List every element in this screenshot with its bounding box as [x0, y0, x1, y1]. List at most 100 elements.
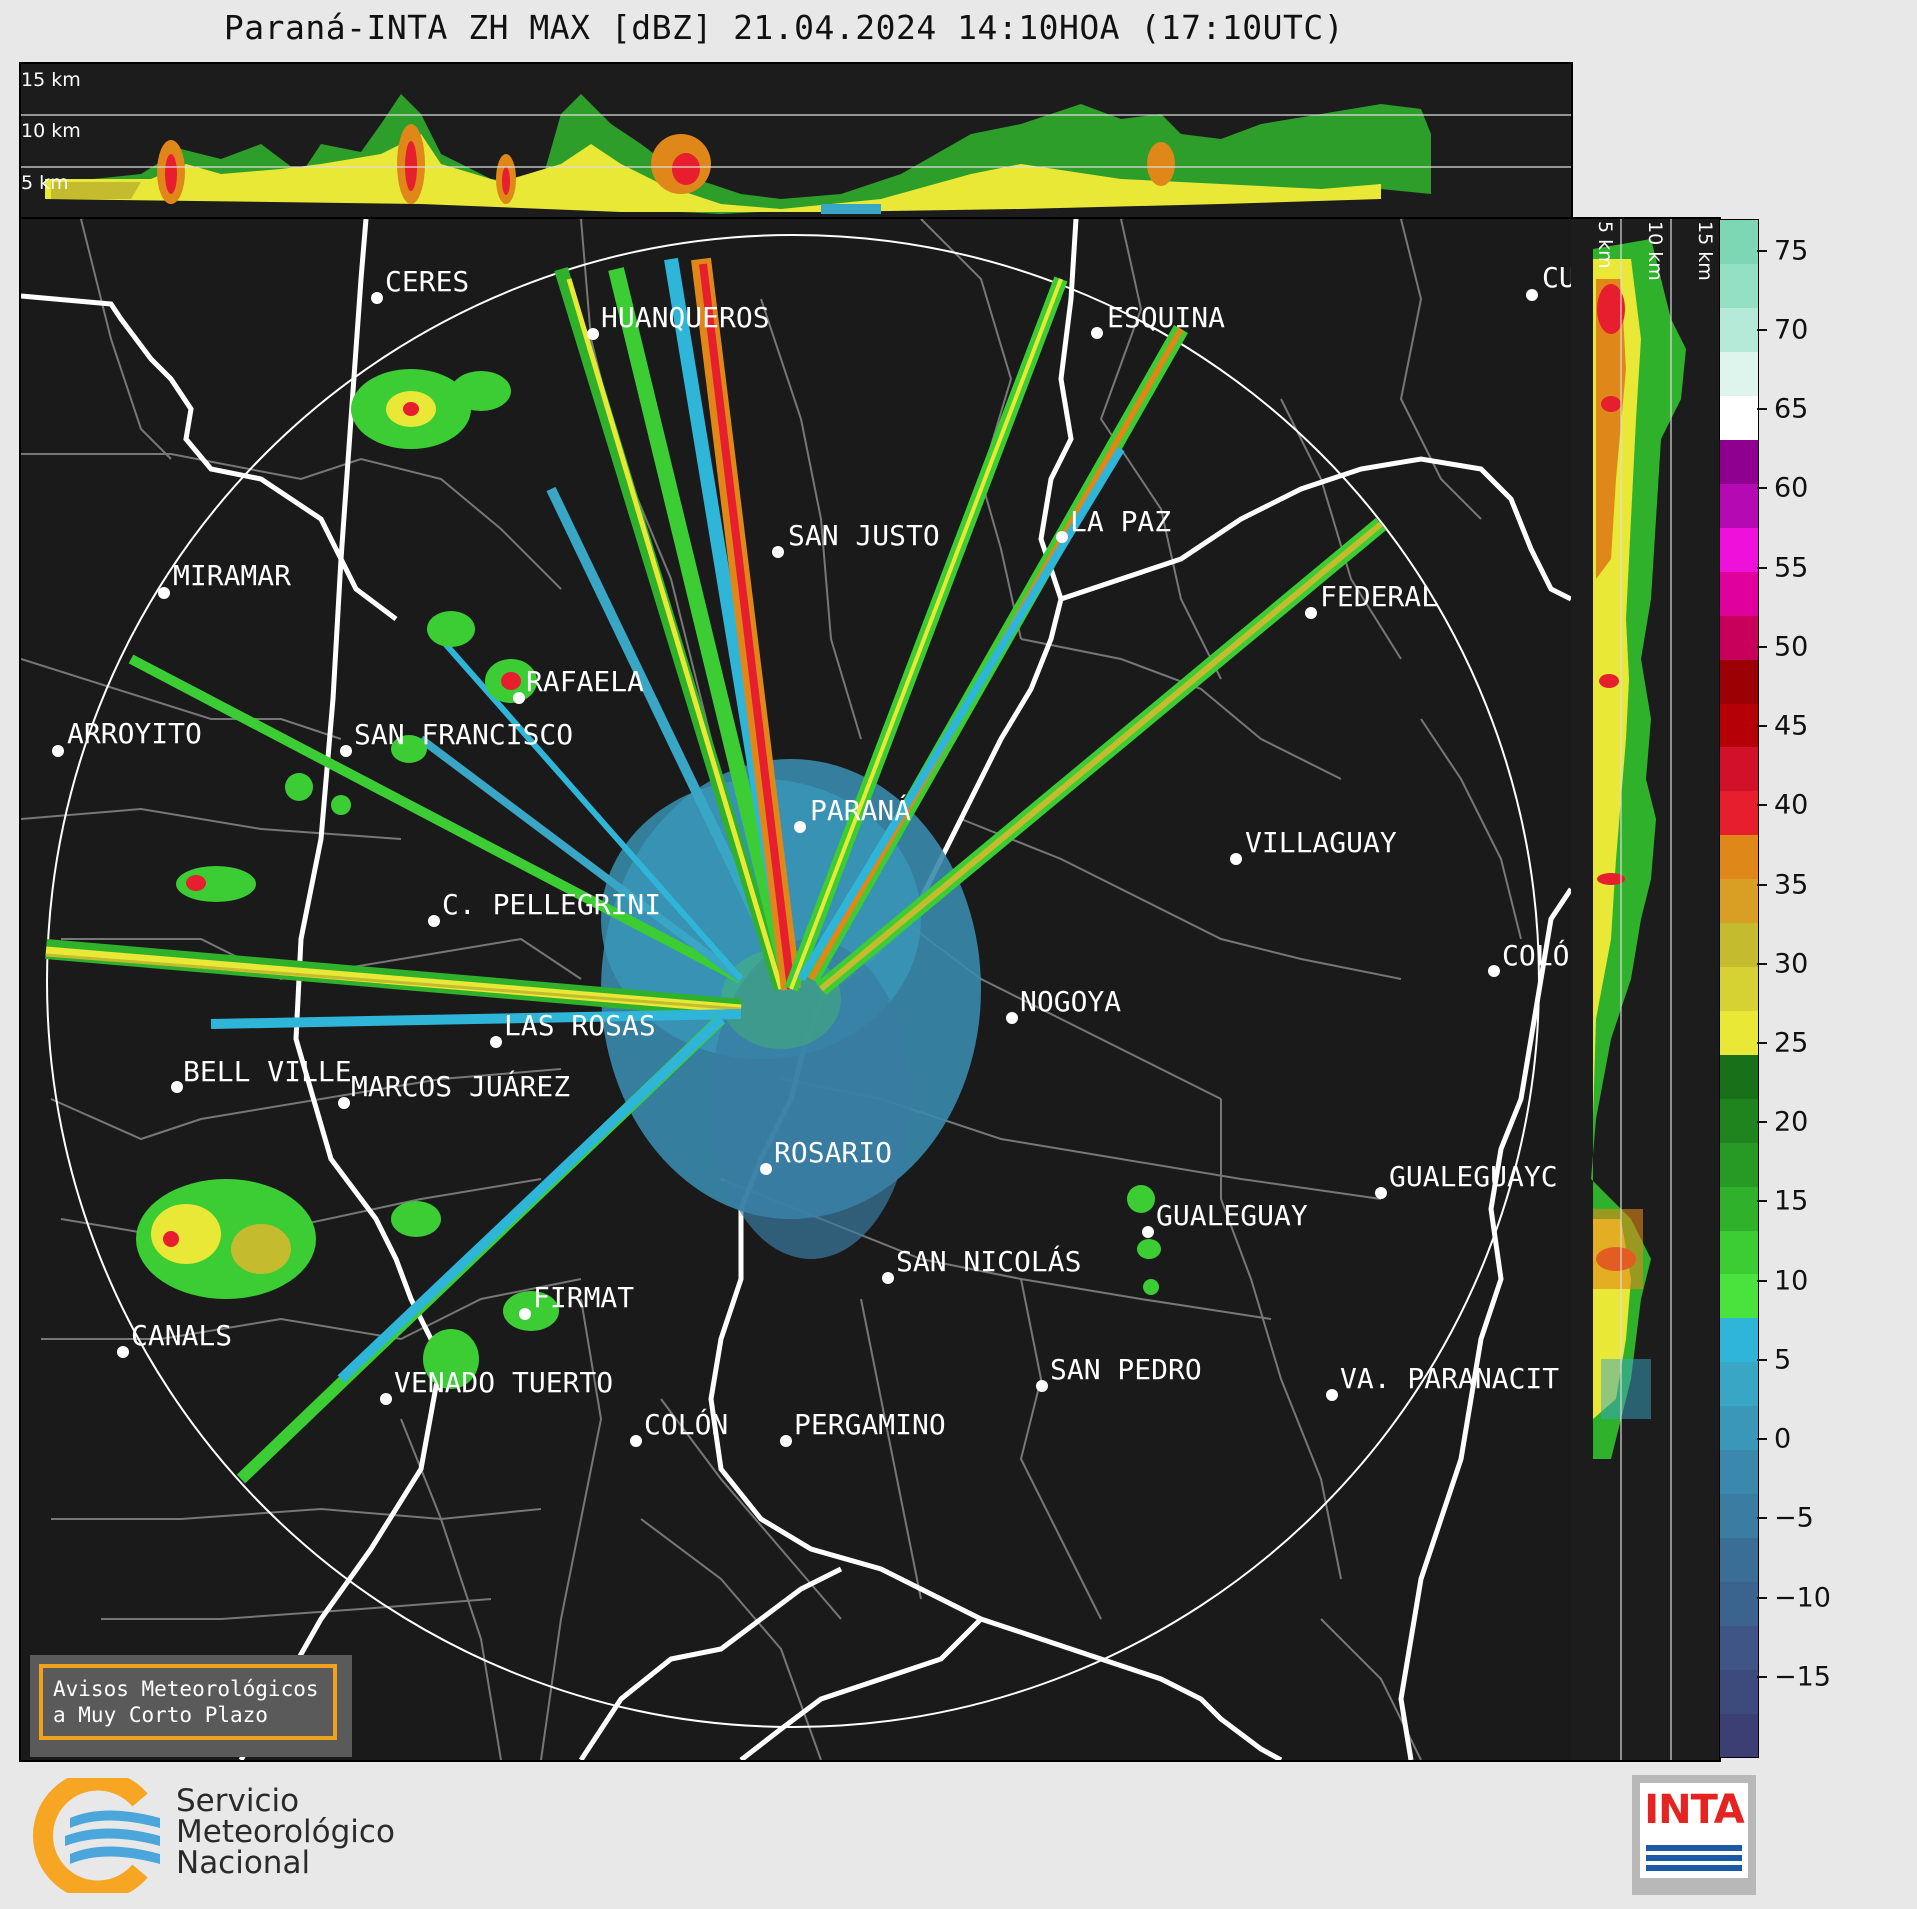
colorbar-tick-label: 60: [1774, 472, 1809, 504]
city-label: COLÓN: [644, 1407, 728, 1441]
smn-logo-icon: [33, 1778, 160, 1893]
city-label: VENADO TUERTO: [394, 1366, 613, 1399]
colorbar-tick-label: 40: [1774, 789, 1809, 821]
city-label: RAFAELA: [526, 665, 644, 698]
city-label: GUALEGUAY: [1156, 1199, 1308, 1232]
colorbar-tick-label: 0: [1774, 1423, 1792, 1455]
colorbar-tick-label: 65: [1774, 393, 1809, 425]
dbz-colorbar: [1719, 219, 1759, 1758]
colorbar-tick-mark: [1757, 883, 1767, 886]
colorbar-tick-mark: [1757, 1596, 1767, 1599]
colorbar-tick-mark: [1757, 1438, 1767, 1441]
city-label: BELL VILLE: [183, 1055, 352, 1088]
inta-stripe: [1646, 1855, 1742, 1861]
city-label: SAN FRANCISCO: [354, 718, 573, 751]
avisos-box-frame: Avisos Meteorológicos a Muy Corto Plazo: [39, 1664, 337, 1740]
colorbar-segment: [1720, 1273, 1758, 1319]
smn-line-2: Meteorológico: [176, 1814, 395, 1850]
city-label: COLÓ: [1502, 938, 1569, 972]
city-label: NOGOYA: [1020, 985, 1121, 1018]
colorbar-tick-label: 20: [1774, 1106, 1809, 1138]
storm-cells: [136, 369, 1161, 1389]
colorbar-tick-label: 35: [1774, 869, 1809, 900]
inta-logo-text: INTA: [1644, 1787, 1745, 1833]
colorbar-segment: [1720, 966, 1758, 1011]
city-labels: CERES HUANQUEROS ESQUINA CU SAN JUSTO LA…: [67, 261, 1571, 1441]
top-cross-section-panel: 15 km 10 km 5 km: [19, 62, 1573, 219]
colorbar-tick-mark: [1757, 1200, 1767, 1203]
radar-rays: [45, 257, 1387, 1484]
top-altitude-label: 15 km: [21, 69, 81, 91]
colorbar-tick-mark: [1757, 408, 1767, 411]
colorbar-tick-label: −10: [1774, 1582, 1831, 1614]
top-cross-section-plot: 15 km 10 km 5 km: [21, 69, 1571, 214]
colorbar-tick-label: 50: [1774, 631, 1809, 663]
city-label: CERES: [385, 265, 469, 298]
avisos-line-1: Avisos Meteorológicos: [53, 1677, 319, 1701]
colorbar-segment: [1720, 1054, 1758, 1099]
smn-line-3: Nacional: [176, 1845, 311, 1881]
inta-stripe: [1646, 1865, 1742, 1871]
colorbar-segment: [1720, 1713, 1758, 1758]
radar-map-panel[interactable]: CERES HUANQUEROS ESQUINA CU SAN JUSTO LA…: [19, 217, 1573, 1762]
colorbar-tick-label: 45: [1774, 710, 1809, 742]
city-label: MARCOS JUÁREZ: [351, 1069, 570, 1103]
colorbar-tick-label: −5: [1774, 1502, 1814, 1534]
colorbar-tick-label: 55: [1774, 552, 1809, 584]
colorbar-segment: [1720, 1669, 1758, 1714]
city-label: CANALS: [131, 1319, 232, 1352]
colorbar-segment: [1720, 527, 1758, 572]
colorbar-tick-label: 5: [1774, 1344, 1792, 1376]
colorbar-segment: [1720, 1449, 1758, 1494]
inta-logo: INTA: [1632, 1775, 1756, 1895]
colorbar-tick-mark: [1757, 1041, 1767, 1044]
colorbar-segment: [1720, 1230, 1758, 1275]
side-cross-section-plot: 5 km 10 km 15 km: [1591, 219, 1716, 1760]
colorbar-tick-mark: [1757, 1675, 1767, 1678]
colorbar-segment: [1720, 1493, 1758, 1538]
colorbar-segment: [1720, 571, 1758, 616]
city-label: VA. PARANACIT: [1340, 1362, 1559, 1395]
colorbar-tick-mark: [1757, 804, 1767, 807]
colorbar-tick-mark: [1757, 645, 1767, 648]
colorbar-tick-mark: [1757, 249, 1767, 252]
smn-line-1: Servicio: [176, 1783, 300, 1819]
colorbar-tick-mark: [1757, 566, 1767, 569]
colorbar-segment: [1720, 351, 1758, 397]
top-altitude-label: 5 km: [21, 172, 69, 194]
colorbar-tick-label: −15: [1774, 1661, 1831, 1693]
colorbar-segment: [1720, 1186, 1758, 1231]
colorbar-tick-label: 30: [1774, 948, 1809, 980]
colorbar-tick-mark: [1757, 725, 1767, 728]
city-label: FIRMAT: [533, 1281, 634, 1314]
city-label: LA PAZ: [1070, 505, 1171, 538]
colorbar-segment: [1720, 395, 1758, 441]
colorbar-tick-mark: [1757, 1358, 1767, 1361]
colorbar-segment: [1720, 307, 1758, 353]
colorbar-tick-label: 70: [1774, 314, 1809, 346]
colorbar-segment: [1720, 615, 1758, 660]
side-cross-section-panel: 5 km 10 km 15 km: [1571, 217, 1721, 1762]
colorbar-segment: [1720, 1625, 1758, 1670]
colorbar-segment: [1720, 1581, 1758, 1626]
top-echo-profile: [45, 94, 1431, 214]
city-label: ESQUINA: [1107, 301, 1225, 334]
colorbar-segment: [1720, 659, 1758, 704]
side-altitude-label: 5 km: [1594, 221, 1616, 269]
colorbar-segment: [1720, 1317, 1758, 1363]
colorbar-segment: [1720, 220, 1758, 265]
city-label: ROSARIO: [774, 1136, 892, 1169]
city-label: SAN NICOLÁS: [896, 1244, 1081, 1278]
avisos-line-2: a Muy Corto Plazo: [53, 1703, 268, 1727]
map-title: Paraná-INTA ZH MAX [dBZ] 21.04.2024 14:1…: [223, 8, 1345, 47]
city-markers: [52, 289, 1538, 1447]
colorbar-tick-mark: [1757, 1279, 1767, 1282]
colorbar-segment: [1720, 834, 1758, 880]
side-altitude-label: 15 km: [1694, 221, 1716, 281]
avisos-box: Avisos Meteorológicos a Muy Corto Plazo: [30, 1655, 352, 1757]
colorbar-segment: [1720, 1405, 1758, 1451]
colorbar-tick-mark: [1757, 487, 1767, 490]
colorbar-tick-label: 15: [1774, 1185, 1809, 1217]
colorbar-segment: [1720, 746, 1758, 792]
colorbar-segment: [1720, 790, 1758, 836]
